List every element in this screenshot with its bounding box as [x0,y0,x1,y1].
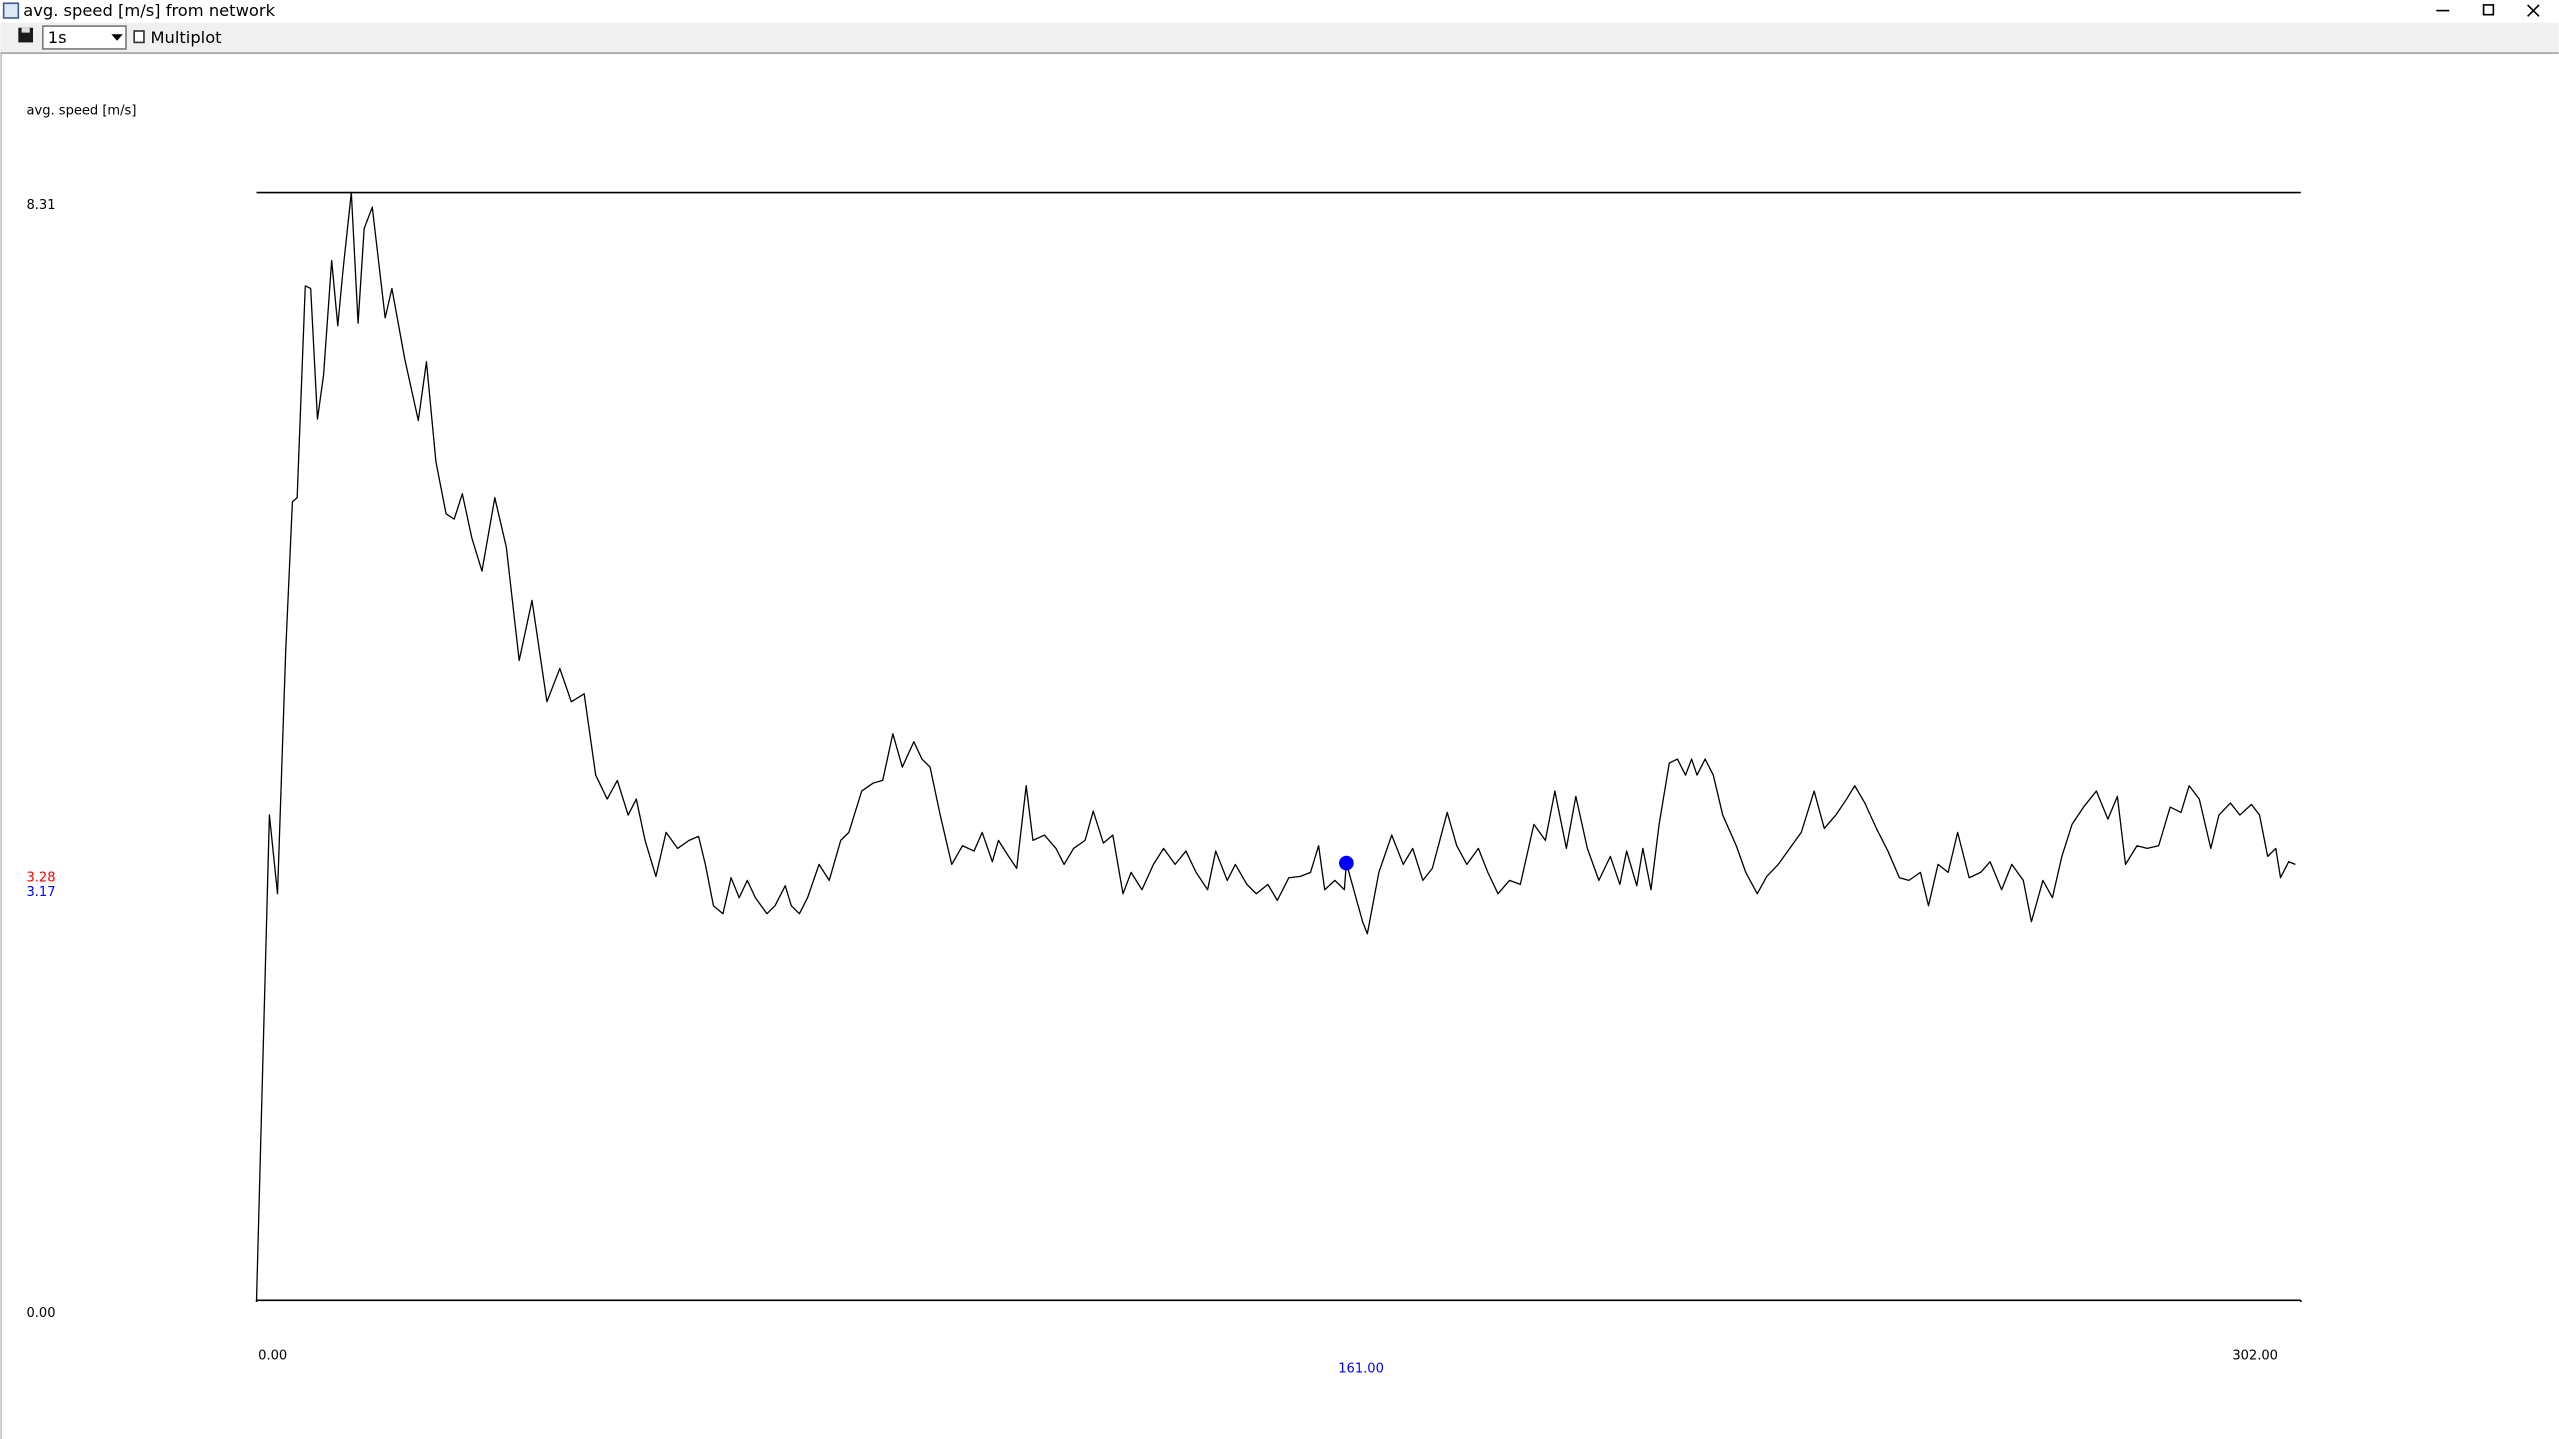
cursor-y-value: 3.28 [26,870,55,885]
title-bar [0,0,2559,23]
interval-value: 1s [48,28,67,47]
average-y-value: 3.17 [26,885,55,900]
data-line [255,191,2296,1301]
save-button[interactable] [18,27,34,43]
cursor-x-value: 161.00 [1338,1361,1384,1376]
app-icon [2,2,20,19]
window-title: avg. speed [m/s] from network [23,1,275,20]
y-tick-label: 8.31 [26,198,55,213]
multiplot-label[interactable]: Multiplot [150,28,221,47]
multiplot-checkbox[interactable] [133,30,145,44]
close-button[interactable] [2527,4,2540,17]
y-tick-label: 0.00 [26,1306,55,1321]
y-axis-title: avg. speed [m/s] [26,103,136,118]
dropdown-arrow [111,34,123,41]
restore-button[interactable] [2482,4,2495,16]
x-tick-label: 302.00 [2232,1348,2278,1363]
interval-dropdown[interactable] [41,25,127,50]
toolbar [0,22,2559,53]
cursor-marker [1339,855,1354,871]
x-tick-label: 0.00 [258,1348,287,1363]
